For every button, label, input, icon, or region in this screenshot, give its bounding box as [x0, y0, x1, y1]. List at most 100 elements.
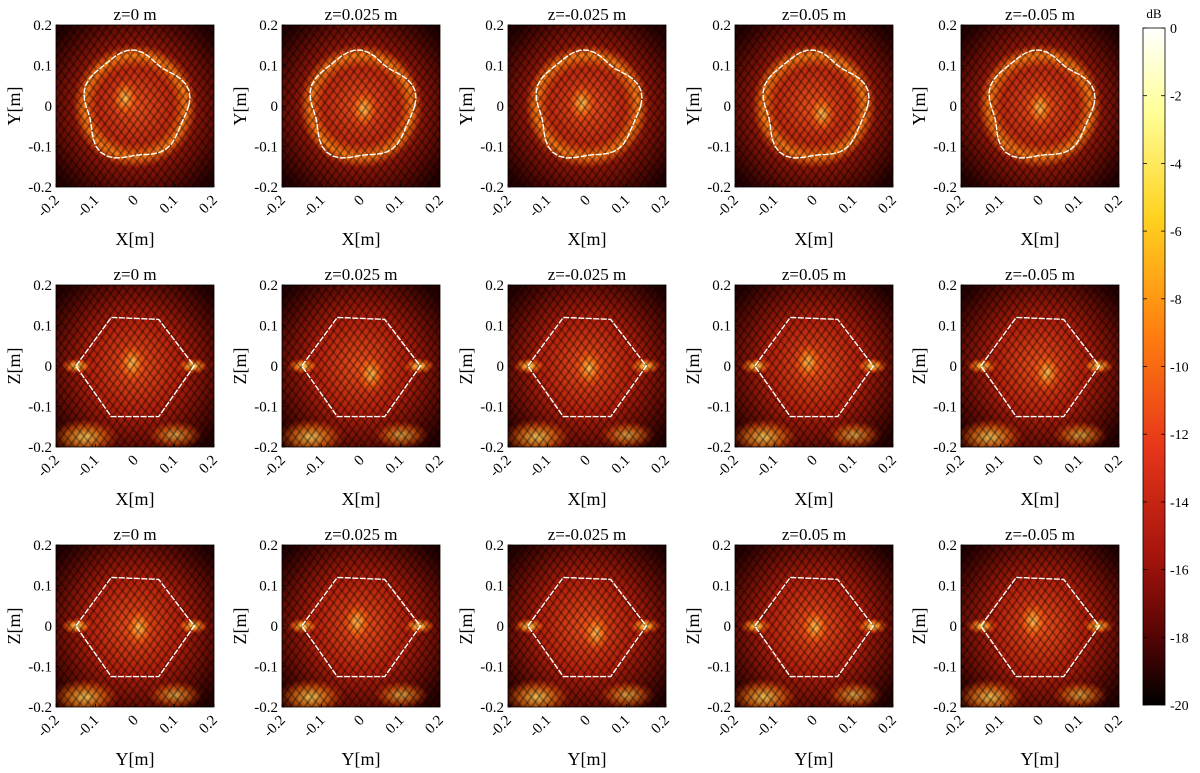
panel-r2-c2: z=0.025 m 0.2 0.1 0 -0.1 -0.2-0.2 -0.1 0 0.1 0.2 X… — [230, 265, 447, 509]
y-axis-label: Z[m] — [909, 348, 929, 385]
x-tick-label: 0.2 — [1101, 453, 1126, 478]
y-tick-label: 0 — [497, 359, 505, 375]
x-axis-label: X[m] — [116, 489, 155, 509]
panel-title: z=0.05 m — [782, 265, 846, 284]
x-tick-label: 0.2 — [648, 193, 673, 218]
y-tick-label: -0.1 — [254, 140, 278, 156]
object-outline — [753, 316, 875, 418]
y-tick-label: -0.1 — [480, 140, 504, 156]
x-tick-label: -0.1 — [753, 193, 781, 221]
colorbar-tick-label: -20 — [1170, 699, 1189, 714]
x-tick-label: 0 — [351, 453, 368, 470]
y-tick-label: 0.1 — [712, 319, 731, 335]
object-outline — [753, 576, 875, 678]
x-tick-label: 0.2 — [1101, 193, 1126, 218]
x-tick-label: 0.2 — [1101, 713, 1126, 738]
heatmap-image — [508, 285, 666, 447]
y-tick-label: -0.2 — [707, 700, 731, 716]
y-tick-label: 0 — [497, 619, 505, 635]
panel-title: z=-0.025 m — [548, 265, 627, 284]
y-tick-label: -0.2 — [480, 440, 504, 456]
heatmap-image — [282, 285, 440, 447]
x-tick-label: 0 — [1030, 193, 1047, 210]
x-tick-label: -0.1 — [979, 453, 1007, 481]
x-axis-label: Y[m] — [1021, 749, 1060, 769]
y-tick-label: 0.1 — [259, 319, 278, 335]
colorbar-tick-label: -2 — [1170, 90, 1182, 105]
panel-title: z=-0.025 m — [548, 5, 627, 24]
x-axis-label: X[m] — [795, 489, 834, 509]
x-tick-label: 0 — [804, 193, 821, 210]
y-tick-label: -0.1 — [28, 660, 52, 676]
colorbar-tick-label: -12 — [1170, 428, 1189, 443]
x-tick-label: -0.1 — [300, 713, 328, 741]
x-axis-label: X[m] — [568, 229, 607, 249]
x-tick-label: 0.1 — [1062, 713, 1087, 738]
x-tick-label: 0 — [351, 193, 368, 210]
heatmap-image — [508, 545, 666, 707]
y-tick-label: 0.1 — [33, 59, 52, 75]
x-tick-label: 0.2 — [648, 453, 673, 478]
panel-r1-c2: z=0.025 m 0.2 0.1 0 -0.1 -0.2-0.2 -0.1 0 0.1 0.2 X… — [230, 5, 447, 249]
y-tick-label: -0.2 — [28, 440, 52, 456]
x-tick-label: 0.1 — [383, 193, 408, 218]
x-tick-label: -0.2 — [714, 453, 742, 481]
heatmap-image — [56, 545, 214, 707]
y-tick-label: 0.2 — [938, 18, 957, 34]
y-axis-label: Y[m] — [230, 87, 250, 126]
x-tick-label: 0.2 — [648, 713, 673, 738]
y-tick-label: -0.2 — [707, 440, 731, 456]
y-tick-label: -0.1 — [480, 400, 504, 416]
x-tick-label: -0.1 — [753, 713, 781, 741]
x-tick-label: 0.1 — [157, 713, 182, 738]
y-tick-label: 0.2 — [712, 278, 731, 294]
object-outline — [526, 316, 648, 418]
heatmap-image — [282, 545, 440, 707]
y-axis-label: Z[m] — [909, 608, 929, 645]
y-tick-label: -0.2 — [933, 180, 957, 196]
panel-title: z=0.05 m — [782, 525, 846, 544]
panel-title: z=0 m — [113, 5, 156, 24]
panel-r3-c3: z=-0.025 m 0.2 0.1 0 -0.1 -0.2-0.2 -0.1 0 0.1 0.2… — [456, 525, 673, 769]
x-tick-label: 0 — [804, 713, 821, 730]
x-tick-label: 0.1 — [383, 453, 408, 478]
x-tick-label: 0.1 — [1062, 453, 1087, 478]
x-axis-label: Y[m] — [568, 749, 607, 769]
colorbar-unit: dB — [1146, 6, 1162, 21]
y-tick-label: 0 — [497, 99, 505, 115]
y-tick-label: 0 — [950, 359, 958, 375]
panel-r3-c1: z=0 m 0.2 0.1 0 -0.1 -0.2-0.2 -0.1 0 0.1 0.2 Y[m] Z… — [4, 525, 221, 769]
x-tick-label: -0.2 — [35, 713, 63, 741]
x-tick-label: -0.2 — [261, 453, 289, 481]
panel-title: z=0.05 m — [782, 5, 846, 24]
panel-r3-c4: z=0.05 m 0.2 0.1 0 -0.1 -0.2-0.2 -0.1 0 0.1 0.2 Y[… — [683, 525, 900, 769]
y-axis-label: Y[m] — [683, 87, 703, 126]
y-tick-label: -0.1 — [254, 400, 278, 416]
y-tick-label: 0.2 — [33, 278, 52, 294]
panel-r1-c4: z=0.05 m 0.2 0.1 0 -0.1 -0.2-0.2 -0.1 0 0.1 0.2 X[… — [683, 5, 900, 249]
y-tick-label: 0.1 — [712, 59, 731, 75]
y-tick-label: 0.2 — [712, 538, 731, 554]
y-tick-label: 0 — [950, 99, 958, 115]
y-tick-label: -0.1 — [28, 140, 52, 156]
heatmap-image — [735, 285, 893, 447]
y-tick-label: -0.2 — [480, 180, 504, 196]
panel-r2-c1: z=0 m 0.2 0.1 0 -0.1 -0.2-0.2 -0.1 0 0.1 0.2 X[m] Z… — [4, 265, 221, 509]
y-tick-label: -0.1 — [933, 140, 957, 156]
y-tick-label: 0 — [45, 359, 53, 375]
x-tick-label: -0.2 — [261, 193, 289, 221]
y-axis-label: Y[m] — [4, 87, 24, 126]
x-tick-label: -0.2 — [35, 193, 63, 221]
x-tick-label: -0.2 — [940, 713, 968, 741]
x-tick-label: -0.2 — [487, 713, 515, 741]
heatmap-image — [282, 25, 440, 187]
heatmap-image — [508, 25, 666, 187]
y-axis-label: Y[m] — [456, 87, 476, 126]
x-tick-label: 0.2 — [875, 713, 900, 738]
y-tick-label: 0 — [724, 99, 732, 115]
x-tick-label: 0.2 — [422, 193, 447, 218]
colorbar-tick-label: -8 — [1170, 293, 1182, 308]
y-tick-label: 0.2 — [712, 18, 731, 34]
y-tick-label: 0.2 — [938, 538, 957, 554]
x-tick-label: 0.2 — [196, 193, 221, 218]
